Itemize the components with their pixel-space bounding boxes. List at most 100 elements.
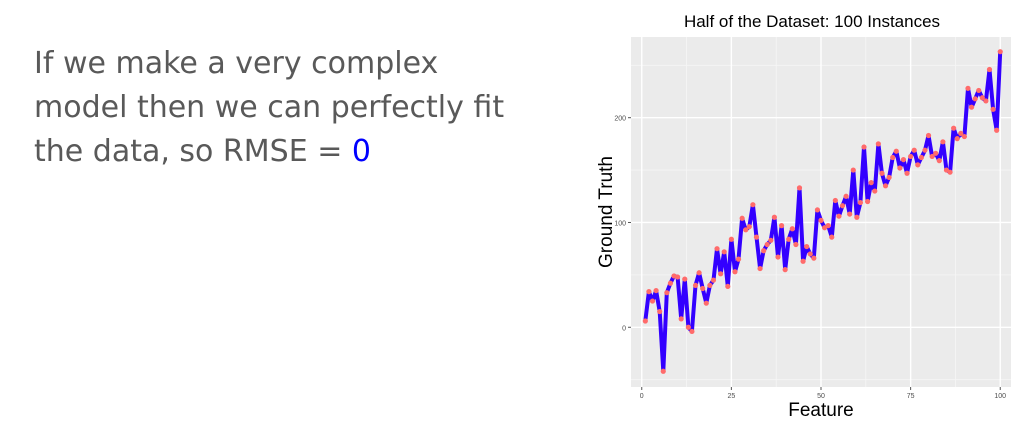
data-point [750,202,756,208]
data-point [761,248,767,254]
data-point [958,130,964,137]
axis-ticks [628,117,1001,390]
data-point [703,300,709,306]
data-point [990,106,996,112]
data-point [796,185,803,191]
data-point [832,197,838,204]
data-point [961,133,967,140]
data-point [664,290,670,296]
data-point [811,255,817,261]
data-point [918,154,924,161]
data-point [800,258,806,264]
data-point [879,170,885,176]
data-point [972,96,978,102]
data-point [854,214,860,220]
data-point [875,141,881,147]
data-point [725,283,731,290]
x-tick-label: 100 [994,393,1006,400]
data-point [782,267,788,273]
text-line-3: the data, so RMSE = 0 [34,130,554,174]
text-line-2: model then we can perfectly fit [34,90,505,125]
data-point [857,199,864,206]
data-point [710,277,717,283]
data-point [979,95,985,101]
data-point [775,254,781,260]
data-point [951,125,957,131]
text-line-3-prefix: the data, so RMSE = [34,134,352,169]
data-point [692,282,699,288]
x-tick-label: 75 [907,393,915,400]
series-line [643,49,1003,374]
data-point [872,188,878,194]
y-tick-label: 0 [622,325,626,332]
data-point [900,157,907,163]
data-point [789,226,795,232]
data-point [839,203,846,209]
x-tick-labels: 0 25 50 75 100 [640,393,1006,400]
data-point [732,269,738,275]
data-point [778,223,785,229]
slide-text-block: If we make a very complex model then we … [34,42,554,174]
data-point [642,318,648,324]
data-point [836,213,842,219]
data-point [850,167,856,173]
data-point [947,169,953,175]
data-point [700,285,706,292]
data-point [915,162,921,168]
data-point [764,241,770,248]
x-tick-label: 25 [727,393,735,400]
data-point [986,66,993,73]
data-point [976,87,982,94]
data-point [965,85,971,91]
chart-title: Half of the Dataset: 100 Instances [684,12,940,31]
data-point [865,198,871,205]
data-point [936,158,942,164]
data-point [771,214,777,220]
data-point [893,148,899,154]
data-point [678,316,684,322]
data-point [861,144,867,150]
data-point [882,183,889,189]
data-point [908,153,914,160]
data-point [753,234,760,240]
data-point [814,207,821,213]
data-point [646,289,652,295]
data-point [940,139,946,145]
data-point [886,174,892,181]
data-point [922,147,928,153]
data-point [994,127,1000,133]
data-point [667,280,674,286]
data-point [721,249,727,255]
data-point [847,211,853,217]
data-point [933,150,939,156]
data-point [929,153,935,160]
y-tick-labels: 0 100 200 [614,116,626,333]
data-point [786,236,792,242]
data-point [818,217,824,223]
data-point [904,170,910,176]
data-point [689,328,695,335]
data-point [657,308,663,315]
data-point [682,276,688,282]
data-point [968,104,975,110]
y-tick-label: 100 [614,220,626,227]
data-point [890,154,896,161]
data-point [925,132,932,139]
data-point [911,147,917,153]
data-point [685,324,691,330]
data-point [807,251,813,257]
data-point [739,215,745,221]
y-axis-label: Ground Truth [596,156,617,268]
data-point [757,265,763,272]
rmse-value: 0 [351,134,371,169]
data-point [660,368,666,374]
x-axis-label: Feature [788,400,853,421]
data-point [696,270,702,276]
data-point [983,98,989,104]
data-point [675,274,681,280]
data-point [843,193,849,199]
x-tick-label: 0 [640,393,644,400]
data-point [743,227,749,233]
data-point [707,282,713,288]
data-point [649,298,656,304]
